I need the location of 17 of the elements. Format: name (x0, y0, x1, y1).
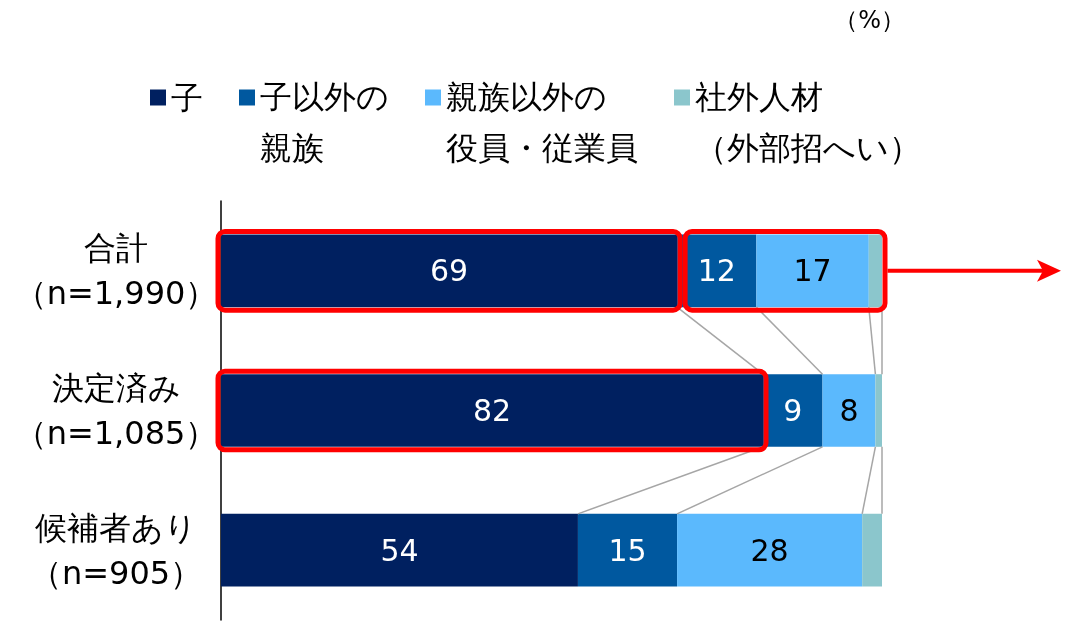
legend-label: 子以外の親族 (260, 78, 389, 167)
data-label: 8 (839, 393, 859, 428)
data-label: 17 (793, 253, 832, 289)
y-tick-label: 決定済み（n=1,085） (14, 369, 218, 452)
data-label: 69 (429, 253, 469, 289)
legend-label: 社外人材（外部招へい） (695, 78, 921, 167)
text: （%） (834, 6, 906, 34)
legend-label: 子 (171, 78, 203, 117)
data-label: 82 (472, 393, 512, 428)
data-label: 9 (783, 393, 803, 428)
y-tick-label: 合計（n=1,990） (14, 229, 218, 313)
data-label: 28 (750, 532, 789, 568)
y-tick-label: 候補者あり（n=905） (29, 508, 203, 592)
data-label: 54 (380, 532, 419, 568)
data-label: 12 (697, 253, 736, 289)
data-label: 15 (608, 532, 647, 568)
legend-label: 親族以外の役員・従業員 (446, 78, 638, 167)
